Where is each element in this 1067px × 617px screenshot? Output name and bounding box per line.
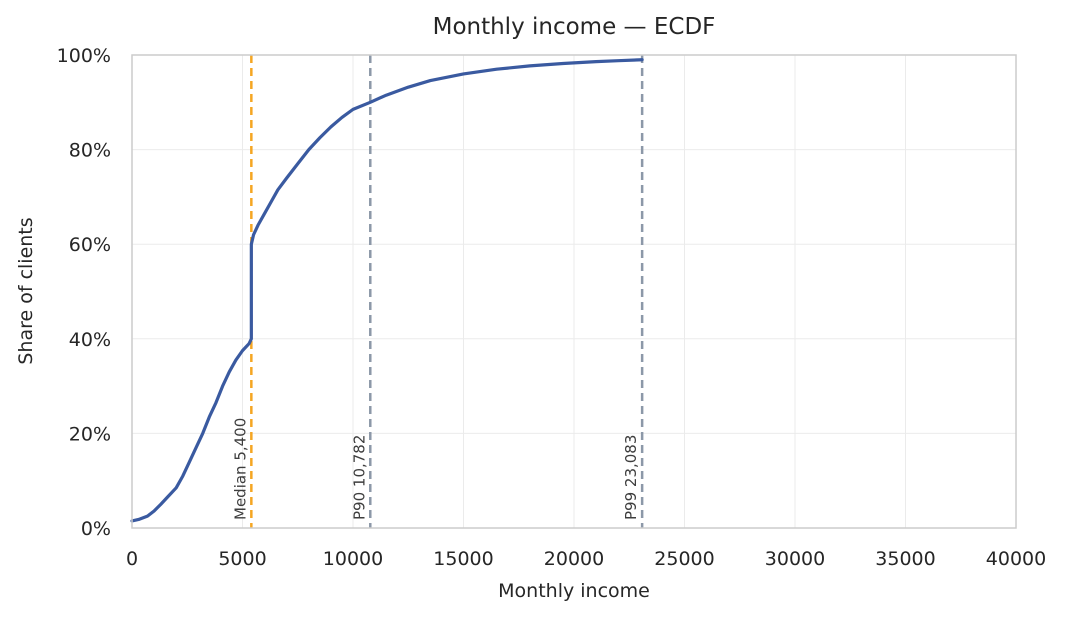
x-tick-label: 25000 [654, 548, 714, 570]
reference-label: P90 10,782 [350, 435, 368, 520]
y-tick-label: 20% [69, 423, 111, 445]
reference-lines [250, 55, 644, 528]
x-tick-labels: 0 5000 10000 15000 20000 25000 30000 35000 40000 [126, 548, 1046, 570]
ecdf-series-line [130, 58, 644, 523]
grid-lines [131, 54, 1017, 529]
series-layer [130, 58, 644, 523]
y-tick-labels: 0% 20% 40% 60% 80% 100% [57, 45, 111, 540]
reference-label: Median 5,400 [231, 418, 249, 520]
x-tick-label: 15000 [433, 548, 493, 570]
y-tick-label: 0% [81, 518, 111, 540]
y-tick-label: 60% [69, 234, 111, 256]
reference-label: P99 23,083 [622, 435, 640, 520]
plot-frame [131, 54, 1017, 529]
y-tick-label: 100% [57, 45, 111, 67]
y-axis-label: Share of clients [15, 217, 37, 364]
x-tick-label: 20000 [544, 548, 604, 570]
x-tick-label: 5000 [218, 548, 266, 570]
x-tick-label: 30000 [765, 548, 825, 570]
chart-title: Monthly income — ECDF [433, 14, 716, 40]
x-tick-label: 35000 [875, 548, 935, 570]
x-tick-label: 40000 [986, 548, 1046, 570]
x-tick-label: 0 [126, 548, 138, 570]
y-tick-label: 40% [69, 329, 111, 351]
y-tick-label: 80% [69, 140, 111, 162]
x-axis-label: Monthly income [498, 580, 650, 602]
reference-labels: Median 5,400 P90 10,782 P99 23,083 [231, 418, 640, 520]
x-tick-label: 10000 [323, 548, 383, 570]
